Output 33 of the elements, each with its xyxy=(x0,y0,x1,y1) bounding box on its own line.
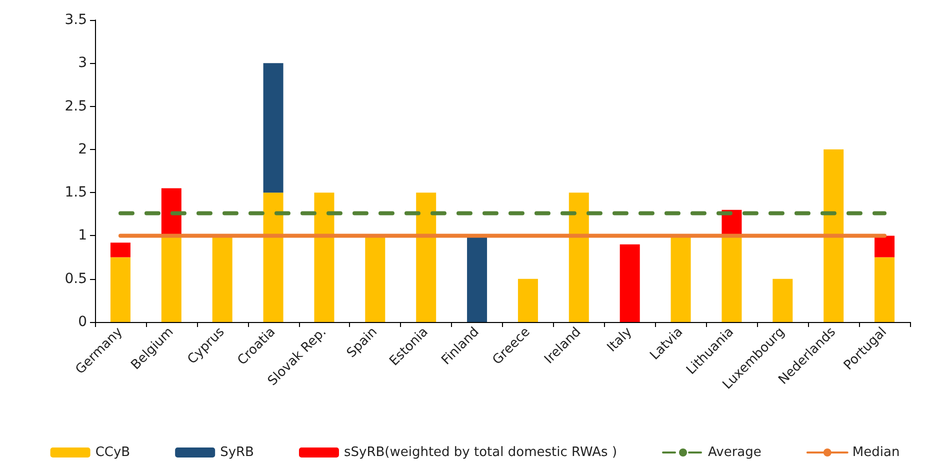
y-tick-label: 3 xyxy=(78,55,87,72)
bar xyxy=(161,188,182,236)
y-tick-label: 0 xyxy=(78,314,87,330)
y-tick-label: 2.5 xyxy=(64,98,87,114)
bar xyxy=(772,278,793,322)
bar xyxy=(874,236,895,258)
bar xyxy=(620,244,640,322)
bar xyxy=(314,192,334,322)
legend-label: CCyB xyxy=(95,445,130,460)
bar xyxy=(670,236,691,322)
bar xyxy=(161,236,182,322)
y-tick-label: 1 xyxy=(78,228,87,244)
legend-label: Median xyxy=(852,445,900,460)
y-tick-label: 1.5 xyxy=(64,184,87,201)
bar xyxy=(416,192,436,322)
legend-label: Average xyxy=(708,445,762,460)
bar xyxy=(110,257,130,322)
legend-label: SyRB xyxy=(220,445,254,460)
bar xyxy=(722,236,742,322)
legend-label: sSyRB(weighted by total domestic RWAs ) xyxy=(344,445,618,460)
y-tick-label: 2 xyxy=(78,141,87,158)
bar xyxy=(365,236,386,322)
y-tick-label: 0.5 xyxy=(64,270,87,287)
bar xyxy=(263,192,284,322)
bar xyxy=(212,236,232,322)
y-tick-label: 3.5 xyxy=(64,12,87,28)
bar xyxy=(263,63,284,193)
bar xyxy=(874,257,895,322)
bar xyxy=(824,149,844,322)
bar xyxy=(467,236,488,322)
bar xyxy=(568,192,589,322)
bar xyxy=(518,278,538,322)
bar xyxy=(110,242,130,258)
